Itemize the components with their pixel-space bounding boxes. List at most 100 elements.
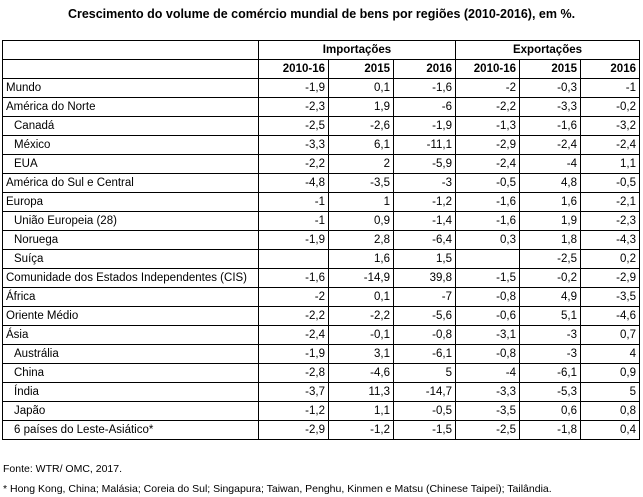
value-cell: 0,6: [519, 401, 581, 421]
region-label: Austrália: [2, 344, 259, 364]
value-cell: -3: [519, 325, 581, 345]
region-label: Noruega: [2, 230, 259, 250]
region-label: China: [2, 363, 259, 383]
table-row: América do Sul e Central -4,8 -3,5 -3 -0,5 4,…: [2, 173, 640, 193]
value-cell: -2,3: [580, 211, 640, 231]
value-cell: -2,4: [455, 154, 520, 174]
value-cell: -2: [455, 78, 520, 98]
value-cell: -1: [258, 211, 329, 231]
region-label: Europa: [2, 192, 259, 212]
region-label: Comunidade dos Estados Independentes (CI…: [2, 268, 259, 288]
value-cell: -3: [519, 344, 581, 364]
value-cell: -1,9: [258, 344, 329, 364]
value-cell: 5: [393, 363, 456, 383]
value-cell: -2,8: [258, 363, 329, 383]
value-cell: -4: [519, 154, 581, 174]
value-cell: 0,9: [328, 211, 394, 231]
value-cell: -2,5: [519, 249, 581, 269]
region-label: América do Norte: [2, 97, 259, 117]
header-year: 2015: [519, 59, 581, 79]
region-label: México: [2, 135, 259, 155]
value-cell: -11,1: [393, 135, 456, 155]
value-cell: -1,6: [393, 78, 456, 98]
table-row: México -3,3 6,1 -11,1 -2,9 -2,4 -2,4: [2, 135, 640, 155]
table-row: Europa -1 1 -1,2 -1,6 1,6 -2,1: [2, 192, 640, 212]
value-cell: -5,3: [519, 382, 581, 402]
value-cell: -1,9: [393, 116, 456, 136]
header-year: 2010-16: [455, 59, 520, 79]
value-cell: 1,5: [393, 249, 456, 269]
value-cell: -1,2: [258, 401, 329, 421]
value-cell: -1,9: [258, 230, 329, 250]
value-cell: 1,1: [580, 154, 640, 174]
region-label: Mundo: [2, 78, 259, 98]
value-cell: -6,1: [393, 344, 456, 364]
table-row: Japão -1,2 1,1 -0,5 -3,5 0,6 0,8: [2, 401, 640, 421]
value-cell: -0,1: [328, 325, 394, 345]
value-cell: -1,2: [328, 420, 394, 440]
source-note: Fonte: WTR/ OMC, 2017.: [3, 463, 123, 475]
table-row: Canadá -2,5 -2,6 -1,9 -1,3 -1,6 -3,2: [2, 116, 640, 136]
value-cell: 11,3: [328, 382, 394, 402]
header-empty-cell: [2, 40, 259, 60]
value-cell: -1,4: [393, 211, 456, 231]
value-cell: 5: [580, 382, 640, 402]
value-cell: -2,5: [258, 116, 329, 136]
table-row: 6 países do Leste-Asiático* -2,9 -1,2 -1,5-…: [2, 420, 640, 440]
value-cell: 39,8: [393, 268, 456, 288]
value-cell: -1,2: [393, 192, 456, 212]
value-cell: -2,4: [519, 135, 581, 155]
value-cell: 2: [328, 154, 394, 174]
value-cell: -4,6: [580, 306, 640, 326]
region-label: EUA: [2, 154, 259, 174]
value-cell: -14,7: [393, 382, 456, 402]
header-year: 2010-16: [258, 59, 329, 79]
value-cell: -1,9: [258, 78, 329, 98]
table-row: Noruega -1,9 2,8 -6,4 0,3 1,8 -4,3: [2, 230, 640, 250]
value-cell: 6,1: [328, 135, 394, 155]
value-cell: 0,8: [580, 401, 640, 421]
value-cell: -1,5: [455, 268, 520, 288]
value-cell: -1,3: [455, 116, 520, 136]
table-row: Oriente Médio -2,2 -2,2 -5,6 -0,6 5,1 -4,6: [2, 306, 640, 326]
table-row: América do Norte -2,3 1,9 -6 -2,2 -3,3 -0,2: [2, 97, 640, 117]
value-cell: -2,4: [580, 135, 640, 155]
value-cell: [455, 249, 520, 269]
value-cell: -1,5: [393, 420, 456, 440]
value-cell: -3,1: [455, 325, 520, 345]
region-label: Suíça: [2, 249, 259, 269]
value-cell: 0,2: [580, 249, 640, 269]
value-cell: 2,8: [328, 230, 394, 250]
value-cell: -4,6: [328, 363, 394, 383]
value-cell: -3: [393, 173, 456, 193]
value-cell: -4,8: [258, 173, 329, 193]
table-row: China -2,8 -4,6 5 -4 -6,1 0,9: [2, 363, 640, 383]
value-cell: 4,8: [519, 173, 581, 193]
value-cell: 1,6: [328, 249, 394, 269]
value-cell: 5,1: [519, 306, 581, 326]
header-group-row: Importações Exportações: [2, 40, 640, 60]
value-cell: -1,6: [455, 211, 520, 231]
value-cell: -1: [258, 192, 329, 212]
value-cell: 3,1: [328, 344, 394, 364]
value-cell: -0,2: [580, 97, 640, 117]
value-cell: -3,5: [455, 401, 520, 421]
value-cell: -6: [393, 97, 456, 117]
region-label: Japão: [2, 401, 259, 421]
header-empty-cell: [2, 59, 259, 79]
value-cell: -0,5: [580, 173, 640, 193]
value-cell: -0,3: [519, 78, 581, 98]
value-cell: 1,9: [328, 97, 394, 117]
region-label: União Europeia (28): [2, 211, 259, 231]
value-cell: -2,2: [258, 154, 329, 174]
value-cell: -3,5: [580, 287, 640, 307]
value-cell: 0,7: [580, 325, 640, 345]
value-cell: -1: [580, 78, 640, 98]
value-cell: 1: [328, 192, 394, 212]
value-cell: -3,3: [258, 135, 329, 155]
value-cell: -2,4: [258, 325, 329, 345]
header-years-row: 2010-16 2015 2016 2010-16 2015 2016: [2, 59, 640, 79]
table-row: África -2 0,1 -7 -0,8 4,9 -3,5: [2, 287, 640, 307]
region-label: África: [2, 287, 259, 307]
value-cell: -1,6: [519, 116, 581, 136]
